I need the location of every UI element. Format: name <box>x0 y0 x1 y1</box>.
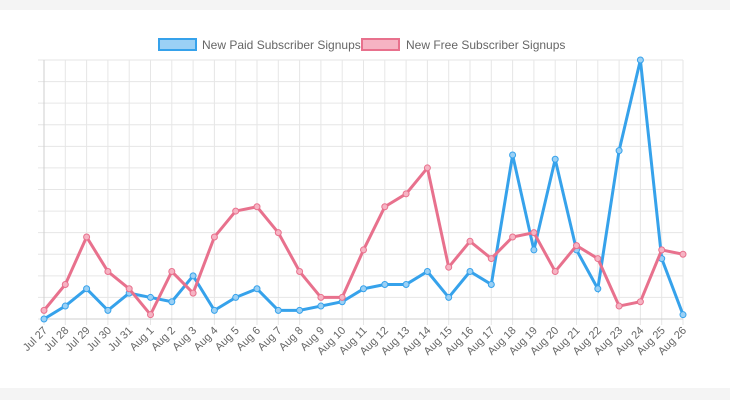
data-point[interactable] <box>381 203 389 211</box>
data-point[interactable] <box>530 229 538 237</box>
data-point[interactable] <box>636 56 644 64</box>
data-point[interactable] <box>40 306 48 314</box>
data-point[interactable] <box>466 237 474 245</box>
data-point[interactable] <box>317 302 325 310</box>
data-point[interactable] <box>551 268 559 276</box>
data-point[interactable] <box>509 151 517 159</box>
chart-card: New Paid Subscriber Signups New Free Subs… <box>0 10 730 388</box>
data-point[interactable] <box>253 203 261 211</box>
data-point[interactable] <box>573 242 580 250</box>
data-point[interactable] <box>487 255 495 263</box>
data-point[interactable] <box>466 268 474 276</box>
data-point[interactable] <box>402 190 410 198</box>
data-point[interactable] <box>338 293 346 301</box>
x-tick-label: Jul 31 <box>106 325 135 354</box>
data-point[interactable] <box>402 280 410 288</box>
data-point[interactable] <box>296 268 304 276</box>
data-point[interactable] <box>168 298 176 306</box>
legend-label: New Paid Subscriber Signups <box>202 38 361 52</box>
data-point[interactable] <box>274 229 282 237</box>
data-point[interactable] <box>360 285 367 293</box>
data-point[interactable] <box>530 246 538 254</box>
data-point[interactable] <box>40 315 48 323</box>
data-point[interactable] <box>83 233 91 241</box>
data-point[interactable] <box>381 280 389 288</box>
data-point[interactable] <box>615 147 623 155</box>
data-point[interactable] <box>168 268 176 276</box>
data-point[interactable] <box>61 280 69 288</box>
data-point[interactable] <box>296 306 304 314</box>
data-point[interactable] <box>551 155 559 163</box>
data-point[interactable] <box>61 302 69 310</box>
data-point[interactable] <box>232 293 240 301</box>
data-point[interactable] <box>594 255 602 263</box>
legend-label: New Free Subscriber Signups <box>406 38 565 52</box>
series-free <box>40 164 687 319</box>
legend-item-paid[interactable]: New Paid Subscriber Signups <box>158 38 361 52</box>
data-point[interactable] <box>636 298 644 306</box>
data-point[interactable] <box>253 285 261 293</box>
data-point[interactable] <box>658 246 666 254</box>
data-point[interactable] <box>232 207 240 215</box>
data-point[interactable] <box>487 280 495 288</box>
data-point[interactable] <box>274 306 282 314</box>
data-point[interactable] <box>509 233 517 241</box>
data-point[interactable] <box>147 311 154 319</box>
data-point[interactable] <box>125 285 133 293</box>
chart-series <box>40 56 687 323</box>
data-point[interactable] <box>423 164 431 172</box>
data-point[interactable] <box>615 302 623 310</box>
data-point[interactable] <box>83 285 91 293</box>
data-point[interactable] <box>104 268 112 276</box>
data-point[interactable] <box>423 268 431 276</box>
data-point[interactable] <box>189 289 197 297</box>
data-point[interactable] <box>679 311 687 319</box>
data-point[interactable] <box>360 246 367 254</box>
data-point[interactable] <box>210 233 218 241</box>
data-point[interactable] <box>147 293 154 301</box>
data-point[interactable] <box>210 306 218 314</box>
chart-legend[interactable]: New Paid Subscriber Signups New Free Subs… <box>158 38 565 52</box>
data-point[interactable] <box>445 293 453 301</box>
data-point[interactable] <box>104 306 112 314</box>
legend-swatch <box>158 38 197 51</box>
data-point[interactable] <box>679 250 687 258</box>
legend-swatch <box>361 38 400 51</box>
line-chart: New Paid Subscriber Signups New Free Subs… <box>21 38 689 358</box>
data-point[interactable] <box>189 272 197 280</box>
legend-item-free[interactable]: New Free Subscriber Signups <box>361 38 565 52</box>
data-point[interactable] <box>594 285 602 293</box>
chart-grid <box>38 59 684 325</box>
data-point[interactable] <box>445 263 453 271</box>
series-paid <box>40 56 687 323</box>
data-point[interactable] <box>317 293 325 301</box>
